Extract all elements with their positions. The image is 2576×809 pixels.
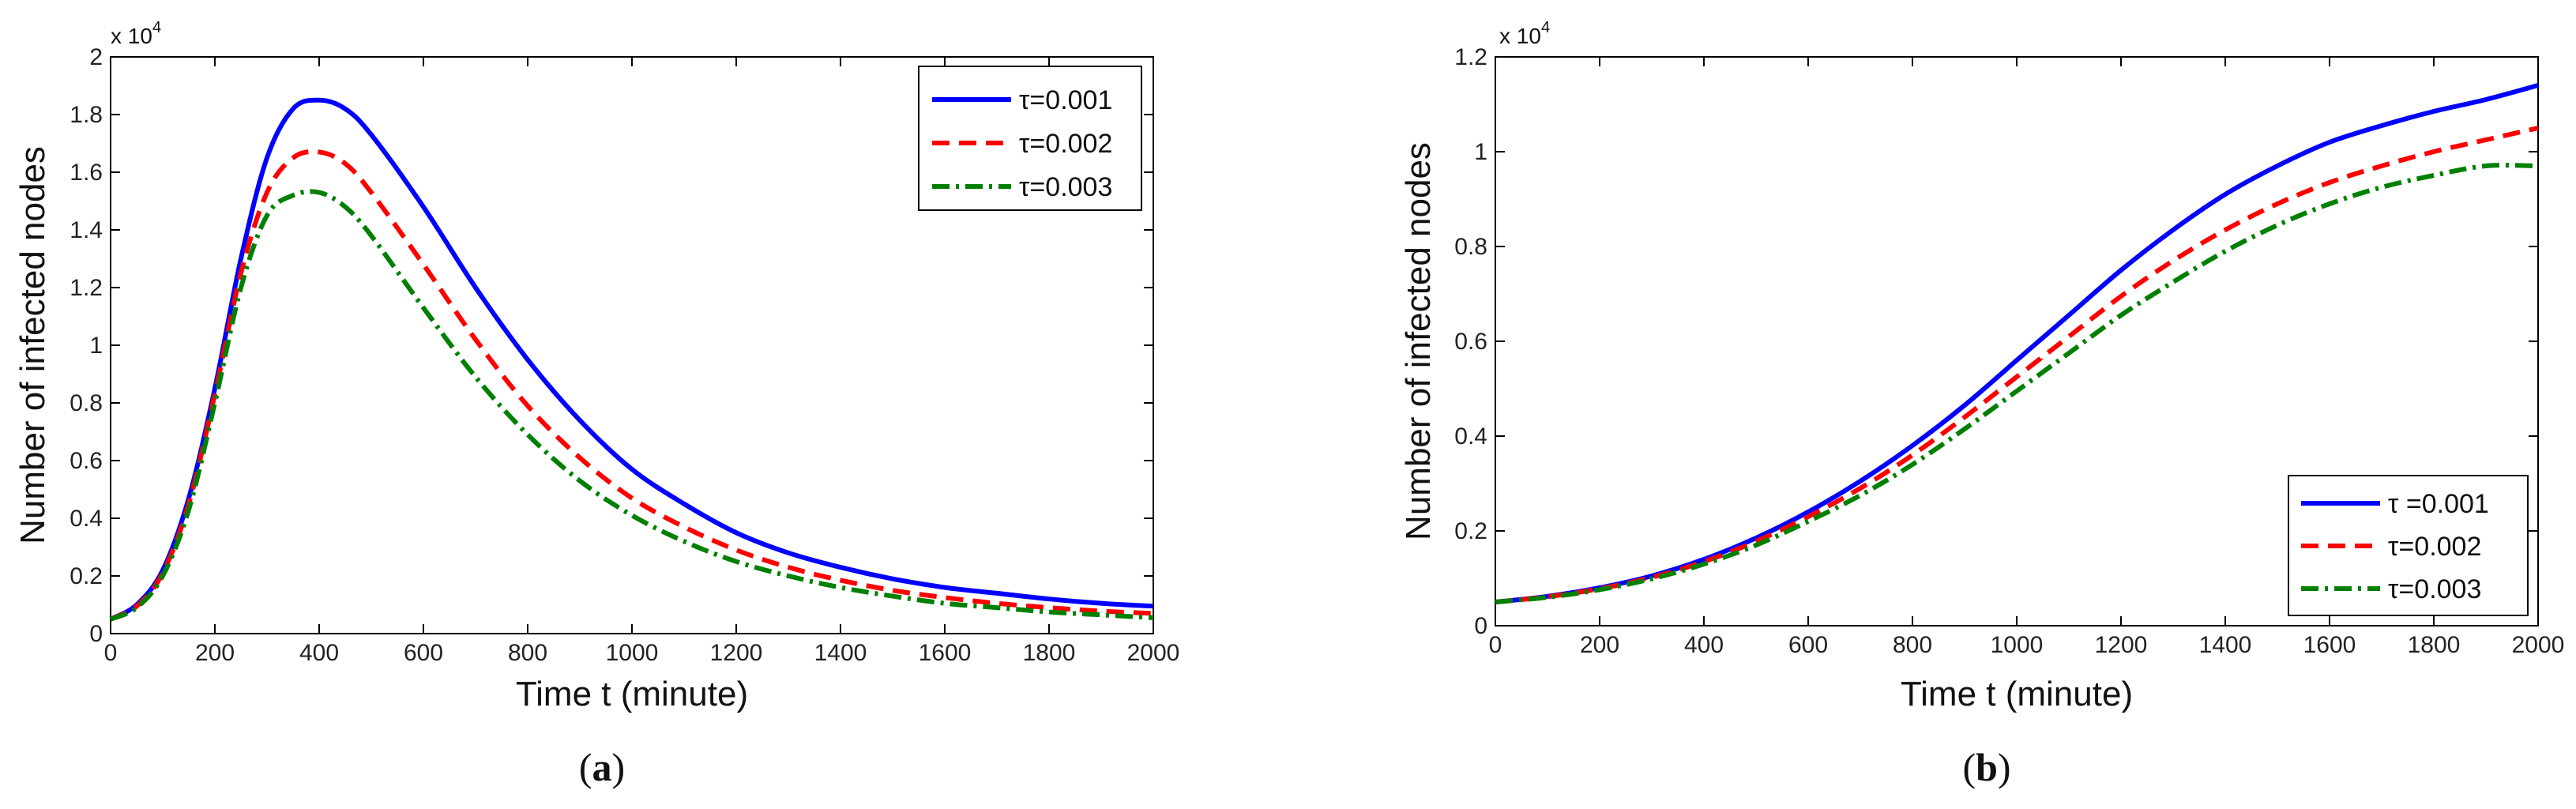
x-tick-label-b-6: 1200 bbox=[2095, 632, 2148, 658]
lines-b bbox=[1495, 83, 2539, 604]
legend-label-b-0: τ =0.001 bbox=[2388, 489, 2489, 519]
ticks-b: 0 200 400 600 800 1000 1200 1400 1600 1800 2000 0 0.… bbox=[1454, 44, 2564, 658]
y-tick-label-b-0: 0 bbox=[1474, 613, 1487, 639]
x-tick-label-b-5: 1000 bbox=[1991, 632, 2044, 658]
series-line-b-1 bbox=[1495, 126, 2539, 604]
y-tick-label-a-2: 0.4 bbox=[70, 506, 103, 532]
y-tick-label-a-7: 1.4 bbox=[70, 217, 103, 243]
y-tick-label-b-3: 0.6 bbox=[1454, 329, 1487, 355]
x-tick-label-b-1: 200 bbox=[1580, 632, 1619, 658]
legend-label-b-2: τ=0.003 bbox=[2388, 574, 2481, 604]
y-axis-label-b: Number of infected nodes bbox=[1399, 142, 1438, 540]
y-tick-label-a-6: 1.2 bbox=[70, 275, 103, 301]
y-tick-label-b-4: 0.8 bbox=[1454, 234, 1487, 260]
y-tick-label-a-0: 0 bbox=[89, 621, 103, 647]
x-axis-label-b: Time t (minute) bbox=[1901, 675, 2133, 713]
x-tick-label-b-8: 1600 bbox=[2303, 632, 2356, 658]
y-multiplier-a: x 104 bbox=[111, 19, 161, 48]
y-tick-label-b-1: 0.2 bbox=[1454, 518, 1487, 544]
legend-label-b-1: τ=0.002 bbox=[2388, 532, 2481, 562]
series-line-a-1 bbox=[109, 149, 1154, 622]
x-tick-label-a-3: 600 bbox=[404, 640, 443, 666]
x-tick-label-a-4: 800 bbox=[508, 640, 547, 666]
x-tick-label-b-9: 1800 bbox=[2408, 632, 2461, 658]
y-axis-label-a: Number of infected nodes bbox=[13, 146, 52, 544]
y-tick-label-a-4: 0.8 bbox=[70, 390, 103, 416]
x-tick-label-a-7: 1400 bbox=[814, 640, 867, 666]
panel-b: 0 200 400 600 800 1000 1200 1400 1600 1800 2000 0 0.… bbox=[1399, 19, 2564, 789]
legend-b: τ =0.001 τ=0.002 τ=0.003 bbox=[2288, 475, 2529, 616]
y-tick-label-b-5: 1 bbox=[1474, 139, 1487, 165]
legend-a: τ=0.001 τ=0.002 τ=0.003 bbox=[918, 66, 1142, 211]
x-tick-label-b-3: 600 bbox=[1788, 632, 1828, 658]
y-tick-label-a-3: 0.6 bbox=[70, 448, 103, 474]
caption-a: (a) bbox=[579, 745, 625, 789]
y-tick-label-b-6: 1.2 bbox=[1454, 44, 1487, 70]
x-tick-label-a-6: 1200 bbox=[710, 640, 763, 666]
legend-label-a-2: τ=0.003 bbox=[1019, 172, 1112, 202]
panel-a: 0 200 400 600 800 1000 1200 1400 1600 1800 2000 0 0.… bbox=[13, 19, 1179, 789]
legend-label-a-0: τ=0.001 bbox=[1019, 85, 1112, 115]
y-tick-label-a-5: 1 bbox=[89, 333, 103, 359]
x-tick-label-b-0: 0 bbox=[1489, 632, 1502, 658]
x-tick-label-b-4: 800 bbox=[1893, 632, 1932, 658]
x-tick-label-b-2: 400 bbox=[1684, 632, 1724, 658]
x-tick-label-a-8: 1600 bbox=[919, 640, 972, 666]
y-multiplier-b: x 104 bbox=[1499, 19, 1550, 48]
y-tick-label-a-9: 1.8 bbox=[70, 102, 103, 128]
y-tick-label-a-8: 1.6 bbox=[70, 160, 103, 186]
x-tick-label-a-0: 0 bbox=[104, 640, 118, 666]
y-tick-label-b-2: 0.4 bbox=[1454, 423, 1487, 450]
lines-a bbox=[109, 97, 1154, 622]
x-tick-label-a-10: 2000 bbox=[1127, 640, 1180, 666]
series-line-b-2 bbox=[1495, 163, 2539, 604]
series-line-a-2 bbox=[109, 189, 1154, 622]
y-tick-label-a-1: 0.2 bbox=[70, 563, 103, 589]
x-tick-label-a-2: 400 bbox=[299, 640, 339, 666]
ticks-a: 0 200 400 600 800 1000 1200 1400 1600 1800 2000 0 0.… bbox=[70, 44, 1179, 666]
x-tick-label-a-1: 200 bbox=[195, 640, 235, 666]
x-tick-label-a-5: 1000 bbox=[606, 640, 659, 666]
y-tick-label-a-10: 2 bbox=[89, 44, 103, 70]
legend-box-b bbox=[2288, 475, 2529, 616]
x-tick-label-b-10: 2000 bbox=[2512, 632, 2565, 658]
legend-label-a-1: τ=0.002 bbox=[1019, 129, 1112, 159]
series-line-b-0 bbox=[1495, 83, 2539, 604]
x-tick-label-a-9: 1800 bbox=[1023, 640, 1076, 666]
caption-b: (b) bbox=[1962, 745, 2010, 789]
x-axis-label-a: Time t (minute) bbox=[516, 675, 748, 713]
x-tick-label-b-7: 1400 bbox=[2199, 632, 2252, 658]
